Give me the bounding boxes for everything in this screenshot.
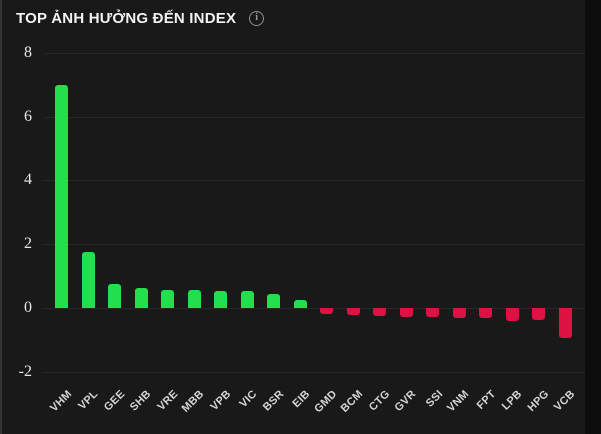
bar-VPL[interactable] bbox=[82, 252, 95, 308]
bar-VRE[interactable] bbox=[161, 290, 174, 308]
x-axis-label-GEE: GEE bbox=[101, 388, 128, 414]
bar-MBB[interactable] bbox=[188, 290, 201, 308]
gridline-y2 bbox=[44, 244, 585, 245]
y-axis-tick: 6 bbox=[24, 108, 32, 125]
x-axis-label-LPB: LPB bbox=[499, 388, 525, 413]
gridline-y8 bbox=[44, 53, 585, 54]
x-axis-label-BSR: BSR bbox=[260, 388, 287, 414]
bar-LPB[interactable] bbox=[506, 308, 519, 321]
x-axis-label-VIC: VIC bbox=[237, 388, 260, 411]
x-axis-label-CTG: CTG bbox=[366, 388, 393, 414]
x-axis-label-HPG: HPG bbox=[525, 388, 552, 414]
bar-FPT[interactable] bbox=[479, 308, 492, 318]
x-axis-label-SHB: SHB bbox=[127, 388, 154, 414]
bar-GEE[interactable] bbox=[108, 284, 121, 308]
chart-header: TOP ẢNH HƯỞNG ĐẾN INDEX i bbox=[16, 7, 265, 29]
x-axis-label-VPB: VPB bbox=[208, 388, 234, 414]
x-axis-label-VRE: VRE bbox=[155, 388, 181, 414]
y-axis-tick: 4 bbox=[24, 171, 32, 188]
x-axis-label-VNM: VNM bbox=[445, 388, 472, 415]
x-axis-label-EIB: EIB bbox=[290, 388, 313, 411]
gridline-y-2 bbox=[44, 372, 585, 373]
chart-panel: TOP ẢNH HƯỞNG ĐẾN INDEX i 8 6 4 2 0 -2 VHM VPL G… bbox=[0, 0, 585, 434]
bar-VPB[interactable] bbox=[214, 291, 227, 308]
bar-VCB[interactable] bbox=[559, 308, 572, 338]
x-axis-label-GMD: GMD bbox=[312, 388, 340, 416]
y-axis-tick: 0 bbox=[24, 299, 32, 316]
bar-BSR[interactable] bbox=[267, 294, 280, 308]
bar-VIC[interactable] bbox=[241, 291, 254, 308]
bar-SSI[interactable] bbox=[426, 308, 439, 317]
gridline-y4 bbox=[44, 180, 585, 181]
gridline-y6 bbox=[44, 117, 585, 118]
x-axis-label-VPL: VPL bbox=[76, 388, 101, 413]
y-axis-tick: 2 bbox=[24, 235, 32, 252]
bar-EIB[interactable] bbox=[294, 300, 307, 308]
x-axis-label-BCM: BCM bbox=[338, 388, 366, 415]
x-axis-label-VHM: VHM bbox=[48, 388, 75, 415]
x-axis-label-SSI: SSI bbox=[423, 388, 446, 410]
x-axis-label-VCB: VCB bbox=[551, 388, 578, 414]
y-axis-tick: 8 bbox=[24, 44, 32, 61]
gridline-y0 bbox=[44, 308, 585, 309]
y-axis-tick: -2 bbox=[18, 363, 32, 380]
bar-VNM[interactable] bbox=[453, 308, 466, 318]
bar-HPG[interactable] bbox=[532, 308, 545, 320]
bar-CTG[interactable] bbox=[373, 308, 386, 316]
bar-GVR[interactable] bbox=[400, 308, 413, 317]
chart-title: TOP ẢNH HƯỞNG ĐẾN INDEX bbox=[16, 9, 237, 27]
bar-GMD[interactable] bbox=[320, 308, 333, 314]
bar-chart: 8 6 4 2 0 -2 VHM VPL GEE SHB VRE MBB VPB VIC BSR EIB GMD… bbox=[2, 0, 587, 434]
x-axis-label-FPT: FPT bbox=[474, 388, 499, 412]
x-axis-label-GVR: GVR bbox=[392, 388, 419, 414]
bar-SHB[interactable] bbox=[135, 288, 148, 308]
bar-VHM[interactable] bbox=[55, 85, 68, 308]
info-icon[interactable]: i bbox=[249, 10, 265, 26]
bar-BCM[interactable] bbox=[347, 308, 360, 315]
x-axis-label-MBB: MBB bbox=[179, 388, 207, 415]
